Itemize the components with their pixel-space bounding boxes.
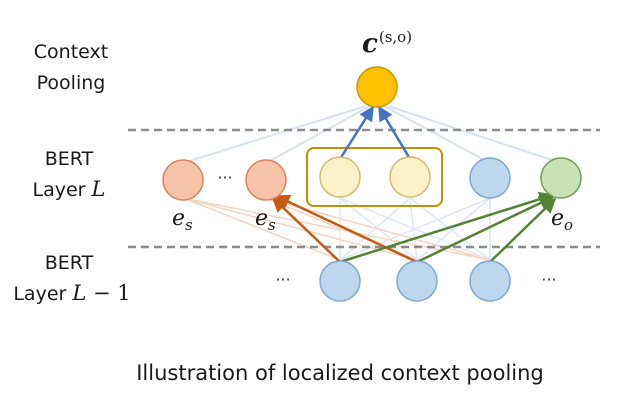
attended-node-1 [319, 156, 361, 198]
token-node-1 [319, 260, 361, 302]
pool-arrow-right [377, 105, 412, 160]
object-arrow-1 [339, 191, 555, 264]
context-vector-node [356, 66, 398, 108]
object-arrow-3 [489, 197, 557, 263]
object-node [540, 157, 582, 199]
subject-node-1 [162, 159, 204, 201]
subject-label-2: es [255, 206, 276, 234]
subject-arrow-1 [271, 196, 341, 263]
ellipsis-layer-l-minus-1-right: ··· [541, 270, 556, 289]
context-vector-label: c(s,o) [362, 28, 412, 59]
figure-caption: Illustration of localized context poolin… [136, 361, 544, 385]
ellipsis-layer-l: ··· [217, 168, 232, 187]
subject-arrow-2 [274, 194, 418, 264]
pool-arrow-left [338, 105, 375, 160]
faint-pooling-lines [182, 105, 562, 164]
bert-layer-l-minus-1-label-line1: BERT [45, 252, 94, 274]
bert-layer-l-label-line2: Layer L [33, 177, 106, 201]
token-node-2 [396, 260, 438, 302]
ellipsis-layer-l-minus-1-left: ··· [275, 270, 290, 289]
object-label: eo [551, 206, 573, 234]
object-arrow-2 [416, 195, 555, 264]
faint-subject-lines [182, 197, 491, 261]
attended-tokens-box [306, 147, 443, 207]
context-pooling-label-line2: Pooling [37, 72, 106, 94]
subject-label-1: es [172, 206, 193, 234]
bert-layer-l-label-line1: BERT [45, 148, 94, 170]
token-node-3 [469, 260, 511, 302]
attended-node-2 [389, 156, 431, 198]
bert-layer-l-minus-1-label-line2: Layer L − 1 [13, 281, 130, 305]
context-pooling-label-line1: Context [34, 41, 108, 63]
subject-node-2 [245, 159, 287, 201]
plain-node-layer-l [469, 157, 511, 199]
